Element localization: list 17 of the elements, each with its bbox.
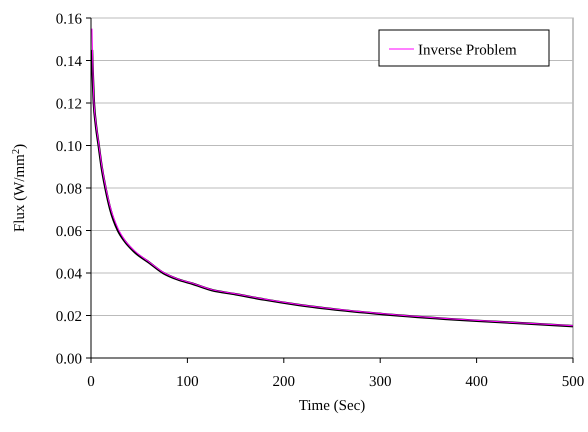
y-tick-label: 0.16 [56,11,82,28]
x-tick-label: 200 [272,374,296,390]
y-tick-label: 0.10 [56,138,82,155]
y-tick-label: 0.08 [56,181,82,198]
x-tick-label: 300 [368,374,392,390]
y-tick-label: 0.00 [56,351,82,368]
x-tick-label: 0 [87,374,95,390]
x-tick-label: 500 [562,374,584,390]
y-tick-label: 0.02 [56,308,82,325]
y-tick-label: 0.04 [56,266,82,282]
y-tick-label: 0.06 [56,224,82,240]
y-tick-label: 0.12 [56,96,82,112]
y-tick-label: 0.14 [56,54,82,70]
legend-label: Inverse Problem [418,42,518,58]
x-axis-title: Time (Sec) [298,398,366,414]
x-tick-label: 100 [176,374,199,390]
x-tick-label: 400 [465,374,488,390]
